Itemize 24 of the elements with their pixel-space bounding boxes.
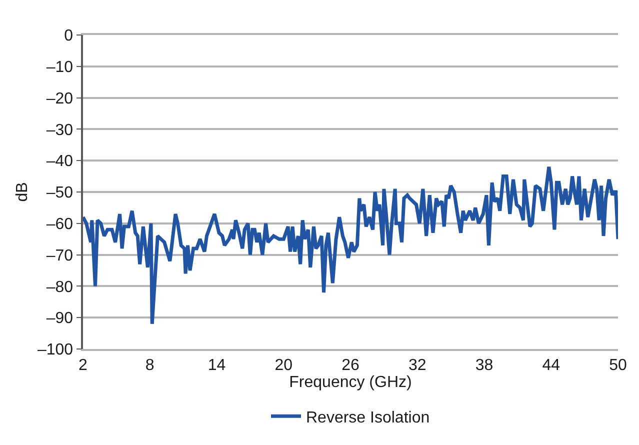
y-tick-label: –80 [46, 278, 74, 296]
y-tick-label: –70 [46, 247, 74, 264]
legend-label: Reverse Isolation [306, 409, 430, 426]
y-tick-label: –30 [46, 122, 74, 139]
x-tick-label: 2 [78, 356, 88, 374]
x-tick-label: 44 [542, 356, 560, 374]
x-tick-label: 20 [274, 356, 293, 374]
x-tick-label: 14 [208, 356, 226, 374]
y-tick-label: –40 [46, 153, 74, 170]
x-tick-label: 26 [342, 356, 360, 374]
y-tick-label: 0 [64, 28, 74, 45]
y-tick-label: –10 [46, 59, 74, 76]
x-tick-label: 50 [609, 356, 627, 374]
x-tick-label: 38 [475, 356, 494, 374]
y-tick-label: –20 [46, 90, 74, 108]
line-series [83, 165, 618, 326]
y-axis-title: dB [14, 182, 31, 202]
x-axis-title: Frequency (GHz) [289, 374, 412, 391]
y-tick-label: –60 [46, 216, 74, 233]
y-tick-label: –100 [37, 342, 74, 359]
y-tick-label: –90 [46, 310, 74, 328]
y-tick-label: –50 [46, 184, 74, 202]
x-tick-label: 8 [145, 356, 154, 374]
x-tick-label: 32 [408, 356, 426, 374]
